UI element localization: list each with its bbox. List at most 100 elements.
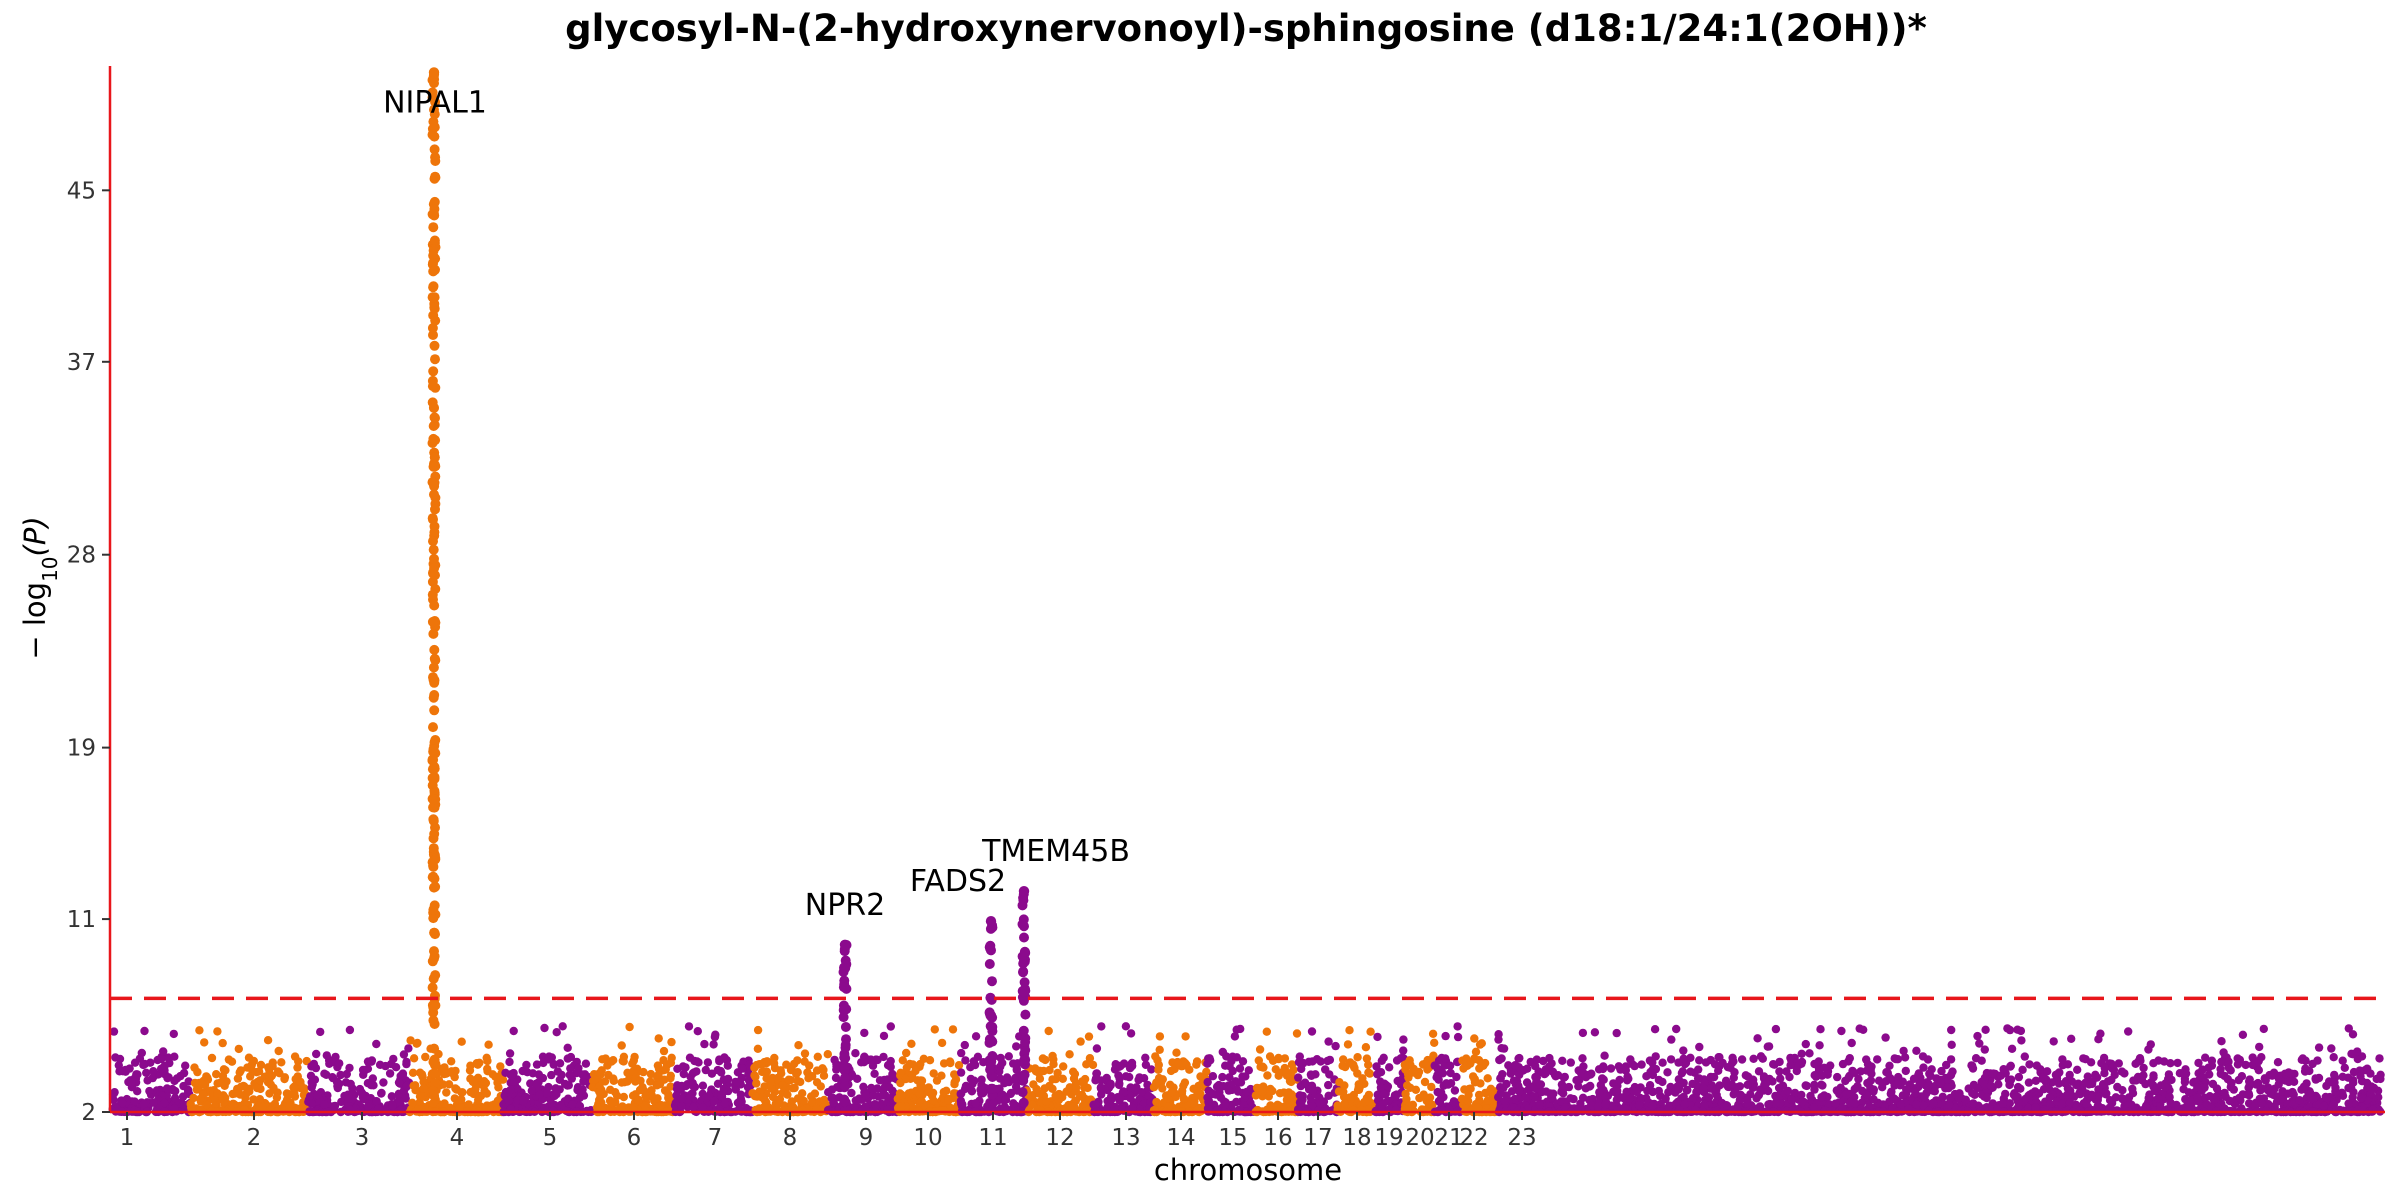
snp-point: [769, 1059, 779, 1068]
snp-point: [1041, 1055, 1050, 1065]
snp-point: [1213, 1106, 1222, 1115]
snp-point: [1977, 1056, 1986, 1065]
snp-point: [1158, 1084, 1167, 1093]
snp-point: [942, 1086, 951, 1096]
snp-point: [1831, 1099, 1840, 1108]
snp-point: [784, 1075, 793, 1084]
snp-point: [402, 1081, 412, 1091]
snp-point: [484, 1040, 493, 1049]
snp-point: [540, 1103, 549, 1112]
snp-point: [1471, 1047, 1481, 1057]
snp-point: [929, 1069, 938, 1078]
snp-point: [707, 1069, 717, 1078]
snp-point: [157, 1054, 166, 1064]
snp-point: [1048, 1084, 1057, 1094]
snp-point: [2173, 1058, 2182, 1068]
snp-point: [1001, 1095, 1010, 1104]
chromosome-14-points: [1149, 1032, 1211, 1117]
snp-point: [1358, 1074, 1367, 1083]
snp-point: [218, 1038, 227, 1048]
snp-point: [1044, 1026, 1053, 1036]
snp-point: [1280, 1054, 1290, 1063]
snp-point: [118, 1098, 127, 1108]
snp-point: [1869, 1087, 1878, 1096]
snp-points: [108, 67, 2385, 1117]
snp-point: [1232, 1053, 1242, 1062]
snp-point: [581, 1059, 591, 1068]
snp-point: [239, 1081, 248, 1091]
snp-point: [2073, 1065, 2082, 1075]
snp-point: [1202, 1067, 1211, 1077]
snp-point: [1453, 1022, 1462, 1031]
snp-point: [1364, 1060, 1373, 1070]
snp-point: [948, 1025, 958, 1034]
snp-point: [507, 1071, 516, 1080]
snp-point: [1259, 1063, 1268, 1072]
snp-point: [535, 1090, 545, 1099]
snp-point: [1968, 1089, 1977, 1098]
snp-point: [1085, 1054, 1095, 1063]
snp-point: [1994, 1080, 2003, 1089]
snp-point: [1775, 1057, 1784, 1067]
snp-point: [289, 1083, 298, 1092]
snp-point: [1079, 1079, 1088, 1088]
snp-point: [1714, 1066, 1723, 1076]
snp-point: [1682, 1086, 1692, 1095]
snp-point: [1334, 1087, 1344, 1096]
snp-point: [1737, 1055, 1747, 1064]
snp-point: [1116, 1093, 1125, 1103]
snp-point: [646, 1069, 656, 1079]
snp-point: [859, 1082, 868, 1092]
snp-point: [1070, 1069, 1080, 1079]
snp-point: [1968, 1064, 1978, 1073]
snp-point: [2045, 1100, 2055, 1109]
snp-point: [1300, 1078, 1310, 1087]
snp-point: [2269, 1068, 2279, 1077]
snp-point: [451, 1066, 460, 1076]
snp-point: [1838, 1059, 1848, 1069]
snp-point: [115, 1054, 125, 1064]
snp-point: [880, 1082, 890, 1091]
snp-point: [907, 1071, 917, 1080]
snp-point: [336, 1070, 345, 1080]
snp-point: [2014, 1072, 2024, 1082]
snp-point: [1263, 1071, 1272, 1080]
snp-point: [466, 1087, 475, 1097]
snp-point: [1428, 1029, 1438, 1039]
snp-point: [1380, 1090, 1389, 1099]
snp-point: [625, 1022, 634, 1032]
snp-point: [1088, 1060, 1098, 1070]
snp-point: [1626, 1055, 1635, 1064]
snp-point: [1930, 1087, 1940, 1096]
snp-point: [200, 1080, 210, 1090]
snp-point: [560, 1079, 570, 1089]
snp-point: [758, 1067, 767, 1077]
snp-point: [675, 1083, 684, 1093]
snp-point: [1798, 1097, 1807, 1107]
snp-point: [1035, 1074, 1045, 1083]
snp-point: [429, 1098, 438, 1108]
snp-point: [1271, 1065, 1281, 1074]
snp-point: [2329, 1100, 2339, 1110]
snp-point: [1295, 1091, 1305, 1100]
snp-point: [915, 1089, 924, 1099]
snp-point: [939, 1059, 949, 1068]
snp-point: [1406, 1083, 1415, 1093]
snp-point: [883, 1061, 893, 1070]
snp-point: [1648, 1058, 1657, 1067]
snp-point: [509, 1026, 518, 1036]
snp-point: [313, 1090, 322, 1100]
snp-point: [1364, 1097, 1374, 1106]
snp-point: [510, 1077, 519, 1087]
snp-point: [1925, 1069, 1934, 1078]
snp-point: [1475, 1095, 1484, 1105]
snp-point: [1989, 1069, 1998, 1078]
snp-point: [590, 1075, 599, 1084]
snp-point: [1457, 1094, 1467, 1104]
snp-point: [1511, 1061, 1520, 1070]
snp-point: [372, 1097, 381, 1106]
snp-point: [1366, 1027, 1375, 1036]
snp-point: [1125, 1064, 1135, 1073]
snp-point: [1786, 1061, 1795, 1070]
snp-point: [679, 1069, 688, 1079]
